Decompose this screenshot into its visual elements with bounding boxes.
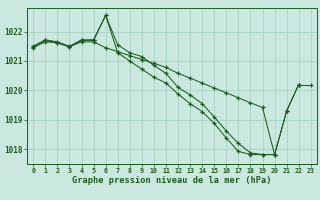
X-axis label: Graphe pression niveau de la mer (hPa): Graphe pression niveau de la mer (hPa)	[72, 176, 272, 185]
